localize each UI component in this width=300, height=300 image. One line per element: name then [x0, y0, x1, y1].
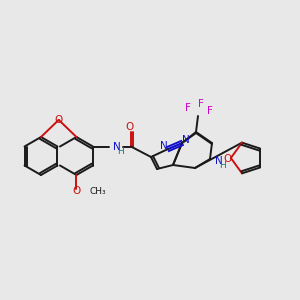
Text: N: N: [113, 142, 121, 152]
Text: O: O: [55, 115, 63, 125]
Text: O: O: [224, 154, 232, 164]
Text: F: F: [185, 103, 191, 113]
Text: H: H: [220, 160, 226, 169]
Text: CH₃: CH₃: [89, 187, 106, 196]
Text: N: N: [215, 156, 223, 166]
Text: N: N: [160, 141, 168, 151]
Text: N: N: [182, 135, 190, 145]
Text: O: O: [126, 122, 134, 131]
Text: F: F: [198, 99, 204, 109]
Text: H: H: [118, 147, 124, 156]
Text: F: F: [207, 106, 213, 116]
Text: O: O: [72, 186, 81, 196]
